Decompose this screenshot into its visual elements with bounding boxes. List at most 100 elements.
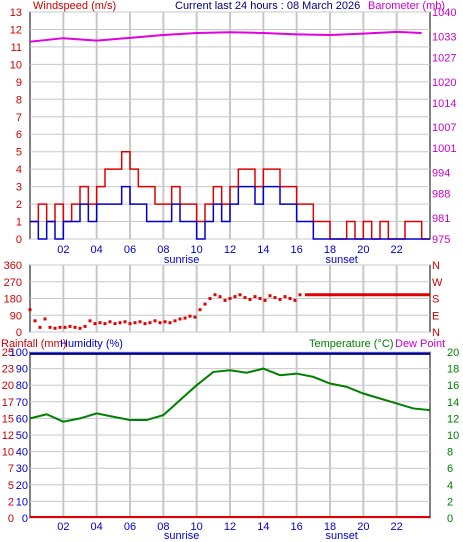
direction-point bbox=[293, 298, 297, 302]
direction-point bbox=[108, 320, 112, 324]
temperature-tick-label: 16 bbox=[447, 380, 459, 392]
x-tick-label: 06 bbox=[124, 521, 136, 533]
x-tick-label: 22 bbox=[391, 244, 403, 256]
rain-tick-label: 5 bbox=[8, 480, 14, 492]
humidity-tick-label: 60 bbox=[16, 413, 28, 425]
temperature-tick-label: 0 bbox=[447, 513, 453, 525]
barometer-tick-label: 1020 bbox=[432, 77, 456, 89]
direction-tick-label: 270 bbox=[4, 277, 22, 289]
sun-label: sunset bbox=[325, 254, 357, 266]
temperature-tick-label: 10 bbox=[447, 430, 459, 442]
rain-tick-label: 17 bbox=[2, 397, 14, 409]
humidity-tick-label: 0 bbox=[22, 513, 28, 525]
wind-tick-label: 6 bbox=[16, 129, 22, 141]
direction-point bbox=[163, 320, 167, 324]
direction-point bbox=[53, 326, 57, 330]
sun-label: sunrise bbox=[164, 254, 199, 266]
direction-point bbox=[283, 295, 287, 299]
direction-point bbox=[238, 293, 242, 297]
direction-point bbox=[263, 298, 267, 302]
x-tick-label: 10 bbox=[191, 244, 203, 256]
direction-point bbox=[248, 297, 252, 301]
direction-point bbox=[273, 296, 277, 300]
barometer-tick-label: 1027 bbox=[432, 52, 456, 64]
direction-point bbox=[123, 320, 127, 324]
wind-tick-label: 2 bbox=[16, 199, 22, 211]
barometer-tick-label: 1014 bbox=[432, 98, 456, 110]
temperature-tick-label: 4 bbox=[447, 480, 453, 492]
x-tick-label: 16 bbox=[291, 244, 303, 256]
humidity-tick-label: 50 bbox=[16, 430, 28, 442]
rain-tick-label: 12 bbox=[2, 430, 14, 442]
direction-point bbox=[178, 317, 182, 321]
barometer-tick-label: 1040 bbox=[432, 7, 456, 19]
barometer-tick-label: 975 bbox=[432, 234, 450, 246]
direction-point bbox=[208, 297, 212, 300]
direction-point bbox=[173, 319, 177, 323]
barometer-header: Barometer (mb) bbox=[368, 0, 445, 12]
compass-label: N bbox=[432, 260, 440, 272]
rain-tick-label: 20 bbox=[2, 380, 14, 392]
wind-tick-label: 1 bbox=[16, 217, 22, 229]
temperature-tick-label: 18 bbox=[447, 364, 459, 376]
direction-point bbox=[228, 297, 232, 300]
x-tick-label: 12 bbox=[224, 244, 236, 256]
direction-point bbox=[93, 322, 97, 326]
x-tick-label: 20 bbox=[357, 244, 369, 256]
barometer-tick-label: 1033 bbox=[432, 31, 456, 43]
grid-layer bbox=[30, 11, 430, 519]
direction-tick-label: 90 bbox=[10, 310, 22, 322]
direction-point bbox=[48, 325, 52, 329]
rain-tick-label: 25 bbox=[2, 347, 14, 359]
direction-point bbox=[223, 298, 227, 302]
rain-tick-label: 7 bbox=[8, 463, 14, 475]
direction-point bbox=[153, 319, 157, 323]
direction-point bbox=[98, 321, 102, 325]
wind-tick-label: 5 bbox=[16, 147, 22, 159]
rain-tick-label: 23 bbox=[2, 364, 14, 376]
x-tick-label: 18 bbox=[324, 244, 336, 256]
humidity-title: Humidity (%) bbox=[60, 338, 123, 350]
temperature-tick-label: 8 bbox=[447, 447, 453, 459]
direction-point bbox=[193, 315, 197, 319]
direction-point bbox=[88, 319, 92, 323]
direction-point bbox=[213, 293, 217, 297]
direction-point bbox=[83, 324, 87, 328]
x-tick-label: 02 bbox=[57, 244, 69, 256]
direction-point bbox=[138, 320, 142, 324]
wind-tick-label: 10 bbox=[10, 59, 22, 71]
compass-label: N bbox=[432, 327, 440, 339]
rainfall-title: Rainfall (mm) bbox=[1, 338, 66, 350]
direction-point bbox=[63, 325, 67, 329]
x-tick-label: 18 bbox=[324, 521, 336, 533]
direction-point bbox=[118, 321, 122, 325]
barometer-tick-label: 1001 bbox=[432, 143, 456, 155]
wind-average-series bbox=[30, 185, 430, 240]
x-tick-label: 04 bbox=[91, 244, 103, 256]
direction-point bbox=[218, 295, 222, 299]
direction-tick-label: 180 bbox=[4, 294, 22, 306]
direction-point bbox=[278, 297, 282, 301]
wind-tick-label: 3 bbox=[16, 182, 22, 194]
direction-point bbox=[198, 308, 202, 312]
wind-tick-label: 8 bbox=[16, 94, 22, 106]
wind-tick-label: 9 bbox=[16, 77, 22, 89]
humidity-tick-label: 20 bbox=[16, 480, 28, 492]
wind-gust-series bbox=[30, 150, 430, 240]
temperature-tick-label: 6 bbox=[447, 463, 453, 475]
x-tick-label: 14 bbox=[257, 244, 269, 256]
x-tick-label: 08 bbox=[157, 521, 169, 533]
barometer-tick-label: 981 bbox=[432, 213, 450, 225]
direction-point bbox=[113, 322, 117, 326]
rain-tick-label: 0 bbox=[8, 513, 14, 525]
direction-tick-label: 0 bbox=[16, 327, 22, 339]
direction-point bbox=[78, 326, 82, 330]
direction-point bbox=[133, 321, 137, 325]
wind-tick-label: 7 bbox=[16, 112, 22, 124]
direction-point bbox=[233, 295, 237, 299]
x-tick-label: 10 bbox=[191, 521, 203, 533]
direction-point bbox=[128, 322, 132, 326]
barometer-tick-label: 988 bbox=[432, 189, 450, 201]
humidity-tick-label: 90 bbox=[16, 364, 28, 376]
barometer-series bbox=[29, 30, 422, 43]
